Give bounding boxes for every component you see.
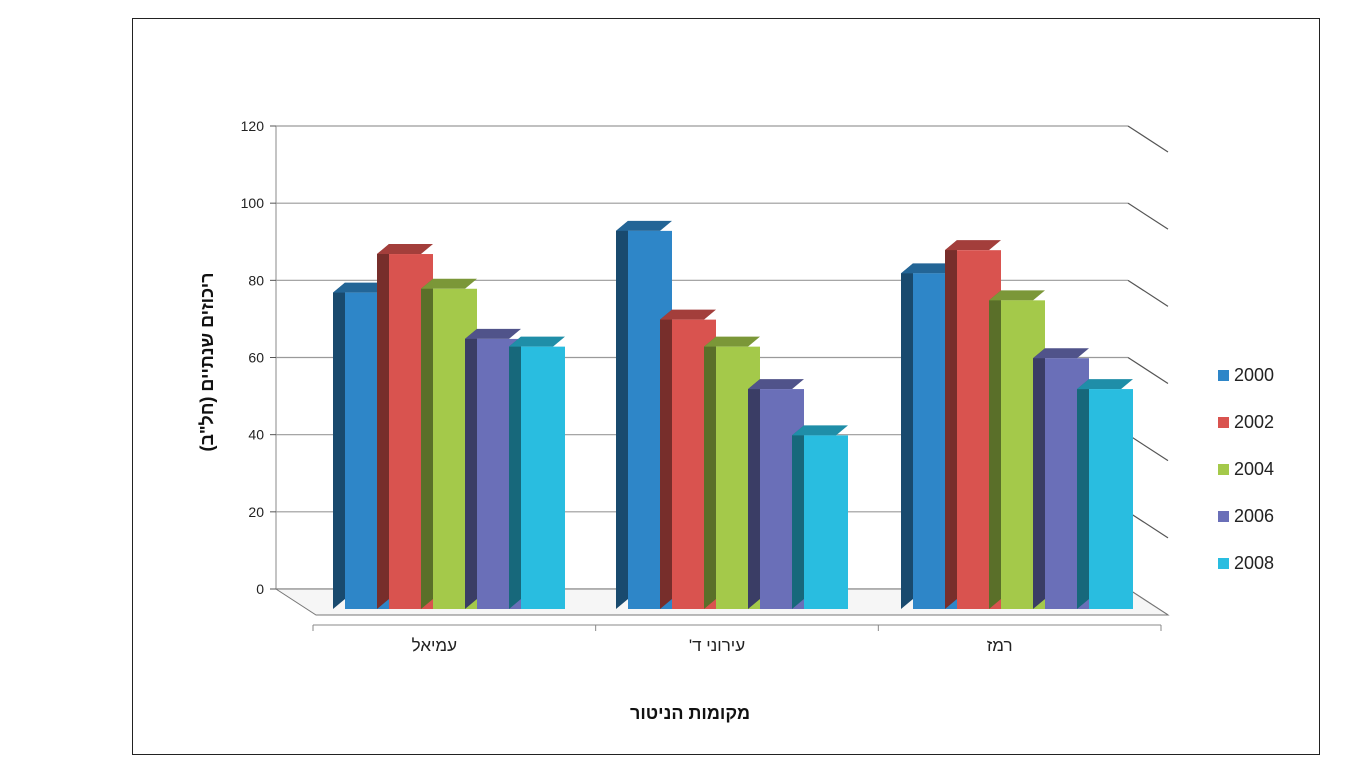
gridline-side xyxy=(1127,356,1169,385)
legend-label: 2006 xyxy=(1234,506,1274,526)
legend-swatch xyxy=(1218,417,1229,428)
gridline-side xyxy=(1127,202,1169,230)
gridline-side xyxy=(1127,125,1169,153)
bar-side xyxy=(989,290,1001,609)
bars xyxy=(333,220,1133,610)
bar-top xyxy=(660,309,716,320)
legend-swatch xyxy=(1218,511,1229,522)
category-label: רמז xyxy=(987,636,1013,655)
bar-front xyxy=(521,346,565,609)
y-tick-label: 60 xyxy=(248,350,264,366)
legend-swatch xyxy=(1218,370,1229,381)
bar-top xyxy=(1033,348,1089,359)
y-tick-label: 0 xyxy=(256,581,264,597)
x-axis-categories: עמיאל עירוני ד' רמז xyxy=(412,636,1013,655)
bar-top xyxy=(509,336,565,347)
legend-item: 2006 xyxy=(1218,506,1274,526)
y-tick-label: 20 xyxy=(248,504,264,520)
category-label: עמיאל xyxy=(412,636,457,655)
y-tick-label: 120 xyxy=(241,118,265,134)
legend-label: 2004 xyxy=(1234,459,1274,479)
gridline-side xyxy=(1127,434,1169,462)
legend-swatch xyxy=(1218,558,1229,569)
bar-top xyxy=(748,379,804,390)
legend-label: 2008 xyxy=(1234,553,1274,573)
bar-top xyxy=(945,240,1001,251)
y-axis-ticks: 0 20 40 60 80 100 120 xyxy=(241,118,276,597)
bar-top xyxy=(465,328,521,339)
y-tick-label: 80 xyxy=(248,272,264,288)
bar xyxy=(1077,379,1133,609)
category-label: עירוני ד' xyxy=(689,636,745,655)
bar-side xyxy=(945,240,957,610)
bar-side xyxy=(1033,348,1045,609)
legend-item: 2000 xyxy=(1218,365,1274,385)
gridline-side xyxy=(1127,279,1169,307)
bar-side xyxy=(748,379,760,609)
legend: 2000 2002 2004 2006 2008 xyxy=(1218,365,1274,573)
bar-top xyxy=(989,290,1045,301)
bar xyxy=(509,336,565,609)
bar-top xyxy=(616,220,672,231)
y-axis-title: ריכוזים שנתיים (חל"ב) xyxy=(197,272,217,451)
legend-label: 2002 xyxy=(1234,412,1274,432)
y-tick-label: 100 xyxy=(241,195,265,211)
bar-top xyxy=(901,263,957,274)
bar-front xyxy=(1089,389,1133,609)
bar xyxy=(792,425,848,609)
legend-item: 2002 xyxy=(1218,412,1274,432)
y-tick-label: 40 xyxy=(248,427,264,443)
bar-side xyxy=(660,309,672,609)
bar-side xyxy=(792,425,804,609)
bar-side xyxy=(377,244,389,610)
bar-top xyxy=(421,278,477,289)
bar-side xyxy=(333,282,345,609)
bar-side xyxy=(616,220,628,609)
bar-side xyxy=(465,328,477,609)
legend-item: 2008 xyxy=(1218,553,1274,573)
bar-side xyxy=(704,336,716,609)
bar-side xyxy=(901,263,913,609)
chart-frame: 0 20 40 60 80 100 120 עמיאל עירוני ד' רמז מקומות… xyxy=(132,18,1320,755)
gridline-side xyxy=(1127,511,1169,539)
bar-side xyxy=(421,278,433,609)
bar-front xyxy=(804,435,848,609)
legend-item: 2004 xyxy=(1218,459,1274,479)
legend-swatch xyxy=(1218,464,1229,475)
bar-top xyxy=(377,244,433,255)
bar-chart: 0 20 40 60 80 100 120 עמיאל עירוני ד' רמז מקומות… xyxy=(197,118,1274,723)
bar-top xyxy=(704,336,760,347)
bar-side xyxy=(1077,379,1089,609)
bar-side xyxy=(509,336,521,609)
bar-top xyxy=(333,282,389,293)
legend-label: 2000 xyxy=(1234,365,1274,385)
bar-top xyxy=(1077,379,1133,390)
x-axis-title: מקומות הניטור xyxy=(630,703,750,723)
bar-top xyxy=(792,425,848,436)
